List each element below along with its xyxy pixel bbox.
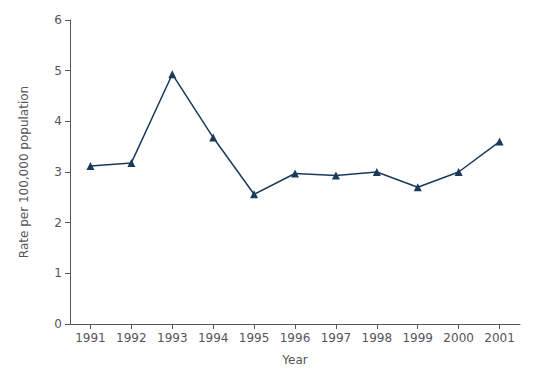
svg-text:1996: 1996 <box>280 331 311 345</box>
svg-text:1992: 1992 <box>116 331 147 345</box>
svg-text:2: 2 <box>54 216 62 230</box>
svg-text:2001: 2001 <box>484 331 515 345</box>
svg-text:6: 6 <box>54 13 62 27</box>
svg-text:1995: 1995 <box>239 331 270 345</box>
svg-text:1997: 1997 <box>321 331 352 345</box>
svg-text:4: 4 <box>54 114 62 128</box>
svg-text:1998: 1998 <box>362 331 393 345</box>
svg-text:1991: 1991 <box>75 331 106 345</box>
svg-text:1994: 1994 <box>198 331 229 345</box>
svg-text:1999: 1999 <box>402 331 433 345</box>
svg-text:2000: 2000 <box>443 331 474 345</box>
svg-text:5: 5 <box>54 64 62 78</box>
svg-text:3: 3 <box>54 165 62 179</box>
svg-text:0: 0 <box>54 317 62 331</box>
svg-text:1993: 1993 <box>157 331 188 345</box>
svg-text:1: 1 <box>54 266 62 280</box>
svg-text:Rate per 100,000 population: Rate per 100,000 population <box>17 86 31 258</box>
svg-text:Year: Year <box>281 353 307 367</box>
